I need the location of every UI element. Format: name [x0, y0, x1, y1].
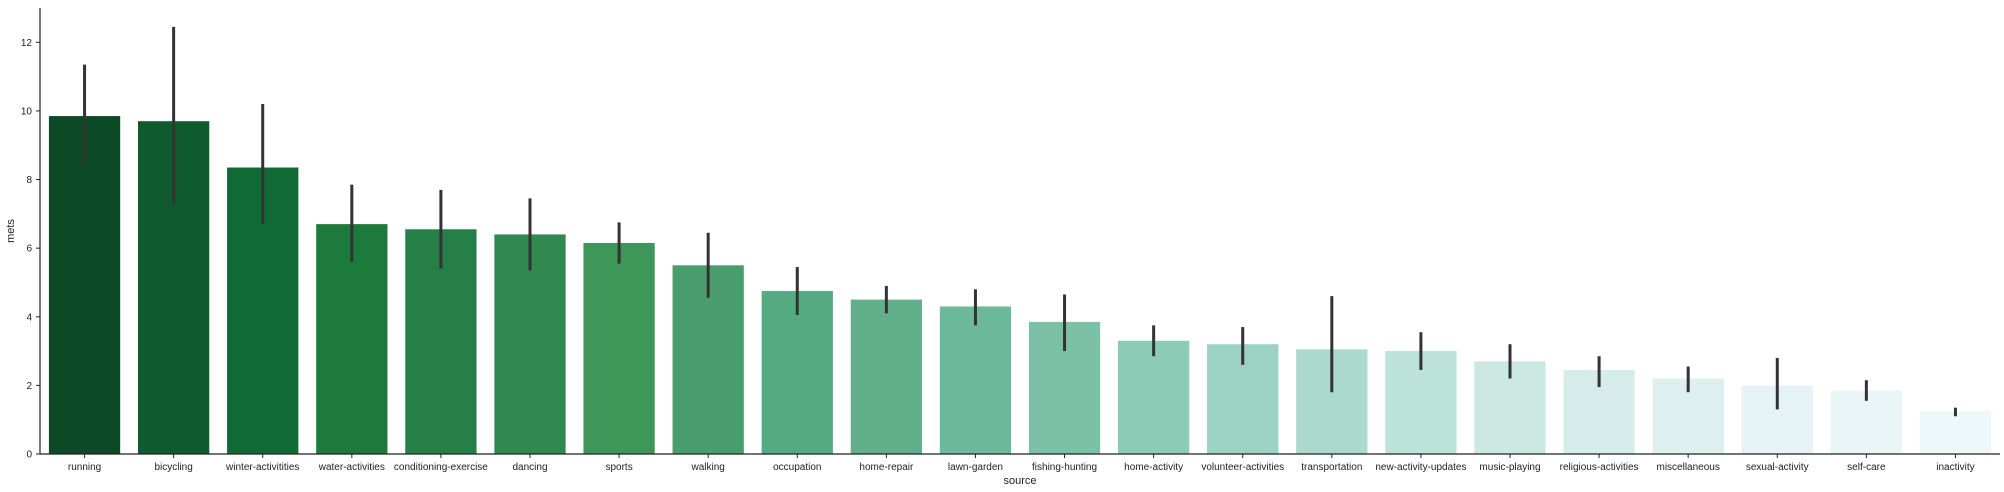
y-tick-label: 4 [26, 312, 32, 323]
x-tick-label: home-activity [1124, 462, 1183, 473]
x-axis-label: source [1003, 475, 1036, 487]
x-tick-label: running [68, 462, 101, 473]
x-tick-label: dancing [512, 462, 547, 473]
x-tick-label: conditioning-exercise [394, 462, 488, 473]
x-tick-label: inactivity [1936, 462, 1974, 473]
x-tick-label: bicycling [154, 462, 192, 473]
y-tick-label: 2 [26, 381, 32, 392]
bar-self-care [1830, 390, 1902, 454]
bar-occupation [761, 291, 833, 454]
y-axis: 0 2 4 6 8 10 12 [21, 8, 41, 461]
bar-dancing [494, 234, 566, 454]
x-tick-label: fishing-hunting [1032, 462, 1097, 473]
bar-water-activities [316, 224, 388, 454]
x-tick-label: walking [691, 462, 725, 473]
x-tick-label: new-activity-updates [1375, 462, 1466, 473]
x-tick-label: self-care [1847, 462, 1886, 473]
bar-home-repair [850, 299, 922, 454]
bars-group [48, 116, 1992, 455]
bar-sports [583, 243, 655, 454]
y-tick-label: 8 [26, 175, 32, 186]
x-tick-label: volunteer-activities [1201, 462, 1284, 473]
bar-inactivity [1919, 411, 1992, 454]
error-bars-group [83, 26, 1957, 417]
x-axis: running bicycling winter-activitities water… [40, 453, 2000, 473]
x-tick-label: lawn-garden [948, 462, 1003, 473]
y-tick-label: 10 [21, 106, 33, 117]
x-tick-label: music-playing [1479, 462, 1540, 473]
x-tick-label: miscellaneous [1656, 462, 1719, 473]
x-tick-label: home-repair [859, 462, 914, 473]
bar-home-activity [1118, 340, 1190, 454]
y-tick-label: 6 [26, 244, 32, 255]
x-tick-label: sexual-activity [1746, 462, 1809, 473]
bar-running [48, 116, 121, 455]
x-tick-label: religious-activities [1560, 462, 1639, 473]
y-axis-label: mets [5, 219, 17, 243]
y-tick-label: 12 [21, 38, 33, 49]
x-tick-label: winter-activitities [225, 462, 299, 473]
x-tick-label: occupation [773, 462, 821, 473]
x-tick-label: transportation [1301, 462, 1362, 473]
bar-lawn-garden [939, 306, 1012, 454]
x-tick-label: sports [605, 462, 632, 473]
y-tick-label: 0 [26, 450, 32, 461]
x-tick-label: water-activities [318, 462, 385, 473]
